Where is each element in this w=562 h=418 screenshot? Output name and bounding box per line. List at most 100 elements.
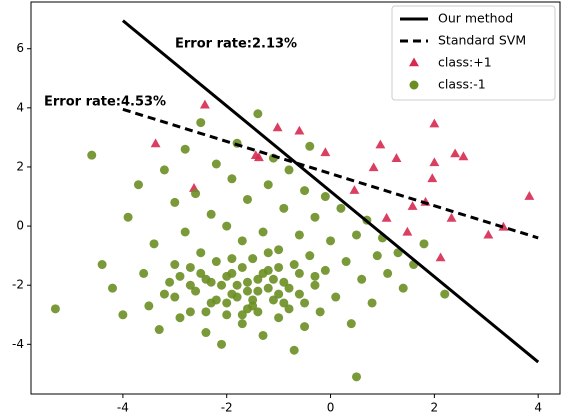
point	[108, 283, 118, 293]
point	[294, 268, 304, 278]
x-tick-label: 0	[327, 401, 335, 415]
point	[289, 260, 299, 270]
point	[383, 268, 393, 278]
point	[180, 227, 190, 237]
point	[381, 212, 392, 222]
point	[351, 230, 361, 240]
x-tick-label: 4	[534, 401, 542, 415]
point	[185, 262, 195, 272]
point	[279, 277, 289, 287]
point	[483, 229, 494, 239]
point	[367, 298, 377, 308]
point	[237, 262, 247, 272]
point	[357, 274, 367, 284]
plot-frame	[30, 1, 561, 395]
point	[310, 271, 320, 281]
point	[351, 372, 361, 382]
point	[87, 150, 97, 160]
point	[272, 122, 283, 132]
point	[440, 289, 450, 299]
point	[191, 189, 201, 199]
point	[191, 286, 201, 296]
legend-label: Standard SVM	[438, 33, 526, 48]
point	[263, 248, 273, 258]
point	[170, 260, 180, 270]
point	[217, 280, 227, 290]
point	[498, 221, 509, 231]
point	[331, 292, 341, 302]
point	[305, 251, 315, 261]
point	[310, 280, 320, 290]
annotation: Error rate:2.13%	[175, 37, 297, 52]
point	[242, 304, 252, 314]
point	[144, 301, 154, 311]
point	[150, 138, 161, 148]
point	[185, 307, 195, 317]
point	[248, 254, 258, 264]
point	[341, 257, 351, 267]
y-tick-label: -2	[12, 278, 24, 292]
line	[122, 107, 539, 240]
point	[258, 330, 268, 340]
point	[258, 227, 268, 237]
y-tick-label: 4	[16, 100, 24, 114]
point	[320, 192, 330, 202]
point	[139, 268, 149, 278]
x-tick-label: -2	[221, 401, 233, 415]
point	[232, 280, 242, 290]
legend-label: Our method	[438, 11, 513, 26]
point	[326, 236, 336, 246]
x-tick-label: -4	[117, 401, 129, 415]
point	[274, 313, 284, 323]
point	[279, 203, 289, 213]
point	[118, 310, 128, 320]
point	[180, 144, 190, 154]
annotation: Error rate:4.53%	[44, 95, 166, 110]
point	[419, 239, 429, 249]
legend-swatch	[409, 57, 419, 67]
point	[170, 197, 180, 207]
point	[159, 289, 169, 299]
point	[227, 174, 237, 184]
point	[349, 185, 360, 194]
y-tick-label: 2	[16, 159, 24, 173]
point	[185, 280, 195, 290]
point	[253, 109, 263, 119]
point	[346, 319, 356, 329]
point	[196, 268, 206, 278]
point	[315, 307, 325, 317]
point	[320, 147, 331, 157]
point	[149, 239, 159, 249]
point	[446, 212, 457, 222]
point	[407, 201, 418, 210]
point	[294, 230, 304, 240]
point	[222, 221, 232, 231]
point	[253, 307, 263, 317]
point	[310, 212, 320, 222]
point	[336, 203, 346, 213]
point	[398, 283, 408, 293]
point	[237, 310, 247, 320]
legend-label: class:+1	[438, 55, 492, 70]
point	[242, 277, 252, 287]
point	[305, 141, 315, 151]
point	[217, 339, 227, 349]
point	[227, 289, 237, 299]
point	[279, 298, 289, 308]
point	[201, 307, 211, 317]
point	[211, 295, 221, 305]
point	[253, 286, 263, 296]
point	[206, 277, 216, 287]
point	[284, 283, 294, 293]
point	[253, 274, 263, 284]
point	[429, 118, 440, 128]
point	[97, 260, 107, 270]
point	[222, 310, 232, 320]
point	[175, 271, 185, 281]
point	[242, 286, 252, 296]
point	[242, 194, 252, 204]
point	[274, 262, 284, 272]
point	[402, 226, 413, 236]
point	[211, 159, 221, 169]
